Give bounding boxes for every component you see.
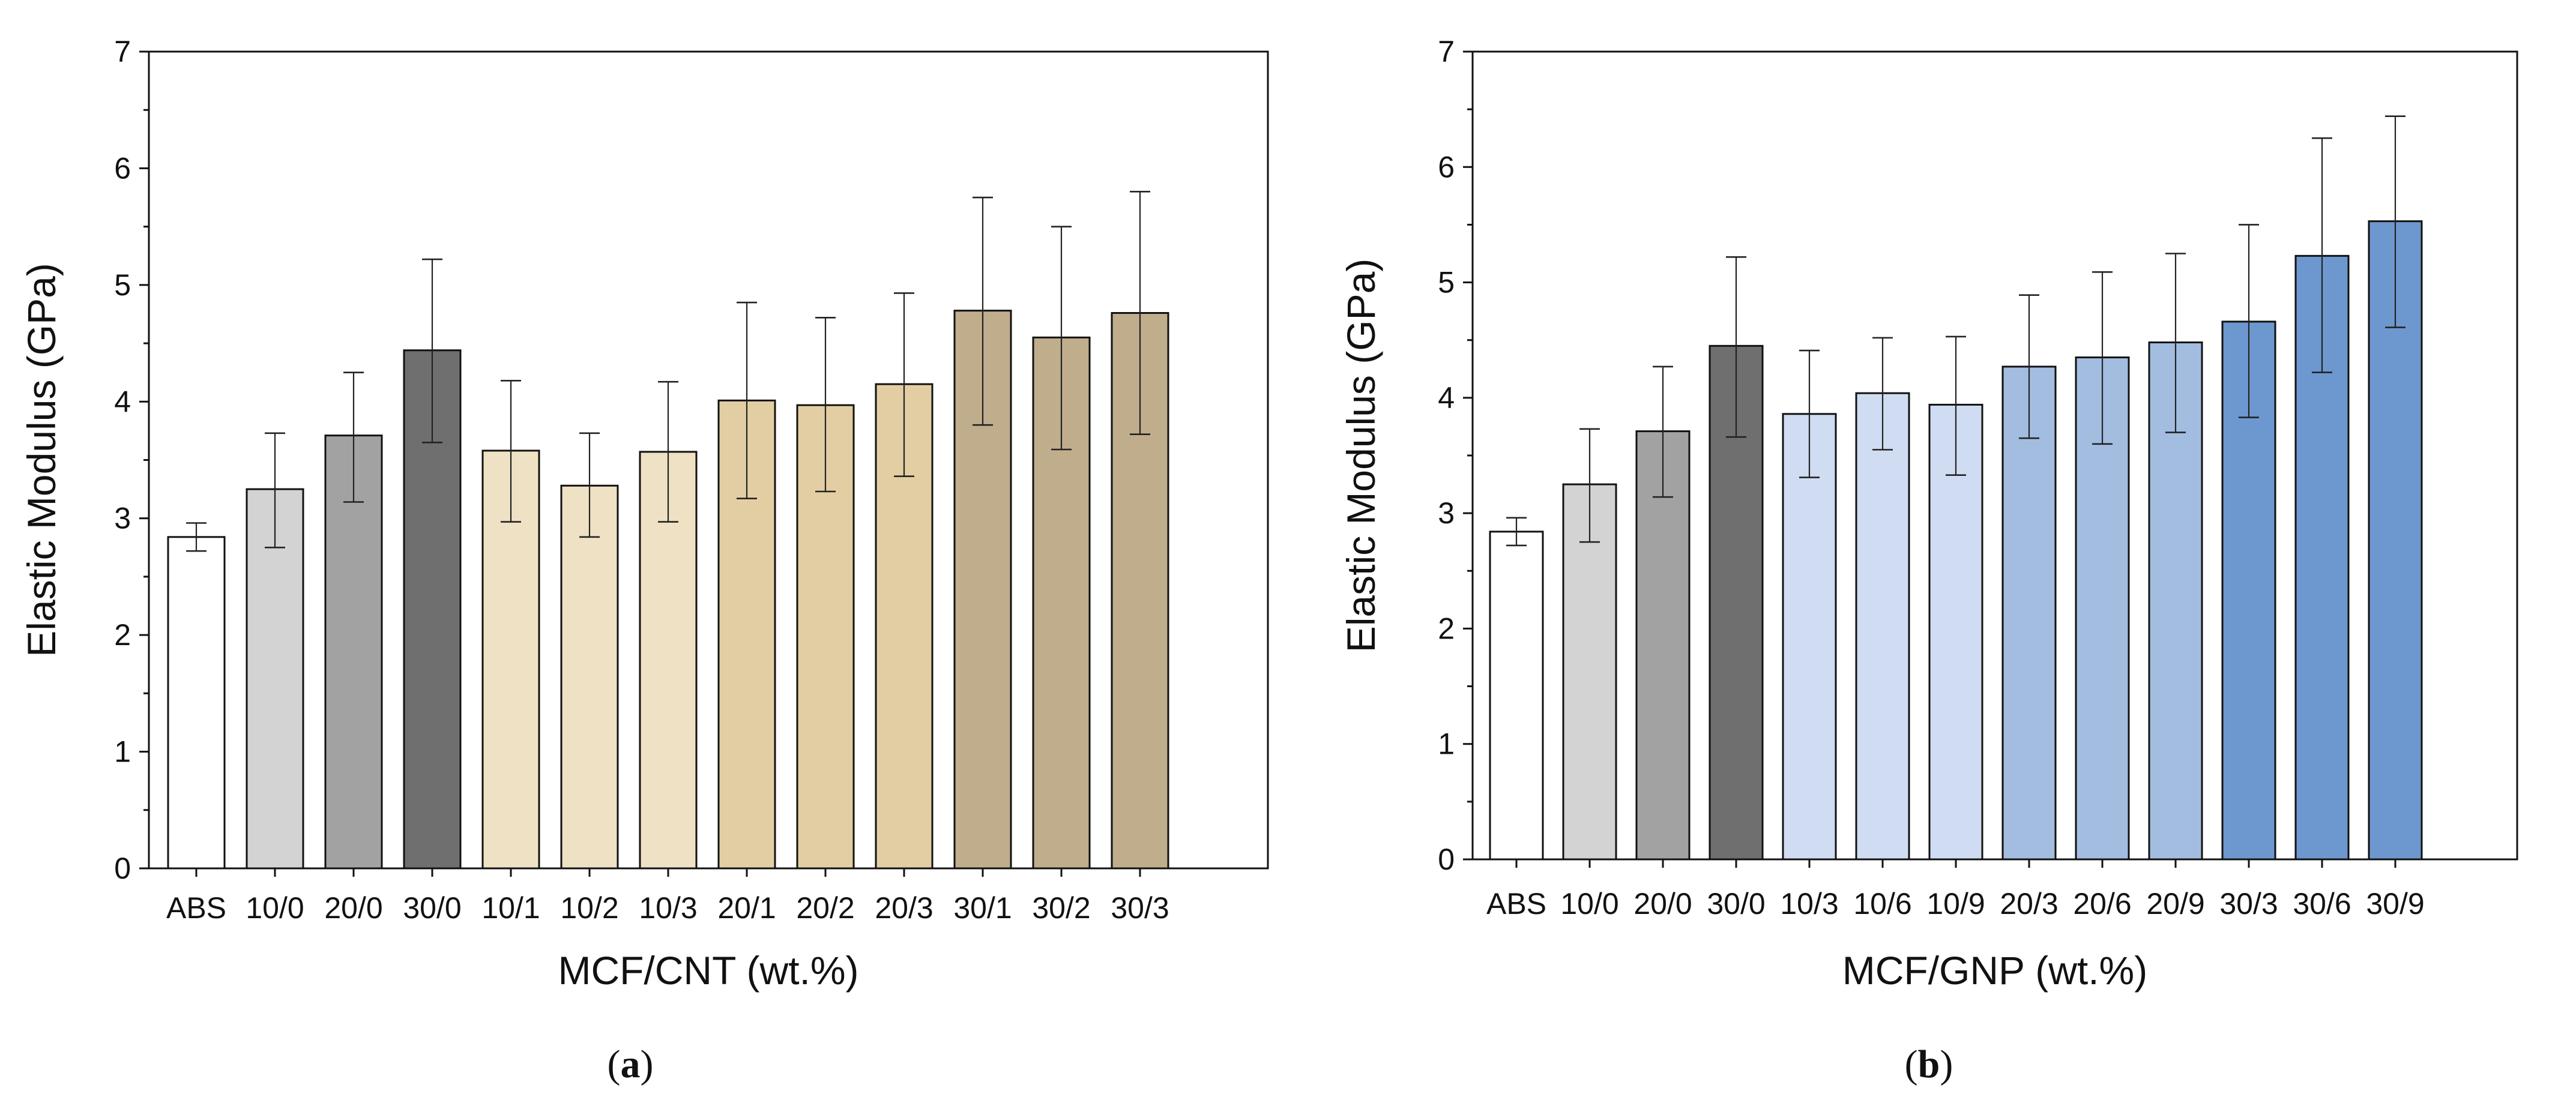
x-tick-label: 20/2	[796, 891, 854, 925]
plot-frame	[1471, 50, 2518, 861]
x-tick-label: 30/9	[2366, 887, 2424, 921]
x-tick-label: 20/3	[2000, 887, 2058, 921]
y-tick-label: 3	[114, 502, 131, 535]
x-tick-label: 10/2	[560, 891, 618, 925]
x-tick-label: 10/6	[1853, 887, 1911, 921]
panel-label: (a)	[608, 1042, 654, 1086]
x-tick-label: 10/0	[246, 891, 304, 925]
x-tick-label: 10/3	[639, 891, 697, 925]
y-axis-title: Elastic Modulus (GPa)	[19, 263, 64, 657]
x-tick-label: 20/6	[2073, 887, 2131, 921]
y-tick-label: 1	[1438, 727, 1455, 761]
x-tick-label: 30/0	[403, 891, 461, 925]
x-tick-label: 30/1	[953, 891, 1012, 925]
y-tick-label: 2	[1438, 612, 1455, 645]
y-tick-label: 6	[114, 151, 131, 185]
bar	[2001, 365, 2057, 861]
x-tick-label: 10/1	[481, 891, 540, 925]
x-tick-label: 20/0	[324, 891, 382, 925]
y-tick-label: 4	[114, 385, 131, 418]
x-axis-title: MCF/GNP (wt.%)	[1842, 948, 2147, 993]
y-tick-label: 6	[1438, 150, 1455, 184]
bar	[1782, 413, 1837, 861]
x-tick-label: ABS	[1486, 887, 1546, 921]
bar	[1489, 530, 1544, 861]
y-tick-label: 3	[1438, 496, 1455, 530]
y-tick-label: 5	[114, 268, 131, 302]
y-axis-title: Elastic Modulus (GPa)	[1339, 259, 1383, 653]
x-axis-title: MCF/CNT (wt.%)	[558, 948, 858, 993]
panel-label: (b)	[1905, 1042, 1953, 1086]
bar	[560, 484, 619, 870]
bar	[324, 434, 383, 870]
y-tick-label: 0	[114, 852, 131, 885]
x-tick-label: ABS	[166, 891, 226, 925]
x-tick-label: 20/1	[717, 891, 776, 925]
chart-panel-b: 0 1 2 3 4 5 6 7 ABS 10/0 20/0 30/0 10/3 10/6 10/9 20/3 2…	[1339, 35, 2518, 1086]
y-tick-label: 7	[1438, 35, 1455, 68]
x-tick-label: 10/0	[1560, 887, 1618, 921]
x-tick-label: 30/3	[2219, 887, 2278, 921]
bar	[167, 536, 226, 870]
x-tick-label: 10/9	[1926, 887, 1985, 921]
bar	[1855, 392, 1910, 861]
chart-panel-a: 0 1 2 3 4 5 6 7 ABS 10/0 20/0 30/0 10/1 10/2 10/3 20/1 2…	[19, 35, 1269, 1086]
x-tick-label: 20/9	[2146, 887, 2204, 921]
x-tick-label: 30/6	[2293, 887, 2351, 921]
y-tick-label: 7	[114, 35, 131, 68]
y-tick-label: 2	[114, 618, 131, 652]
y-tick-label: 1	[114, 735, 131, 769]
x-tick-label: 20/0	[1633, 887, 1692, 921]
plot-frame	[148, 50, 1269, 870]
x-tick-label: 30/3	[1111, 891, 1169, 925]
x-tick-label: 30/2	[1032, 891, 1090, 925]
y-tick-label: 5	[1438, 266, 1455, 299]
y-tick-label: 0	[1438, 843, 1455, 876]
x-tick-label: 10/3	[1780, 887, 1838, 921]
x-tick-label: 20/3	[875, 891, 933, 925]
y-tick-label: 4	[1438, 381, 1455, 415]
x-tick-label: 30/0	[1707, 887, 1765, 921]
